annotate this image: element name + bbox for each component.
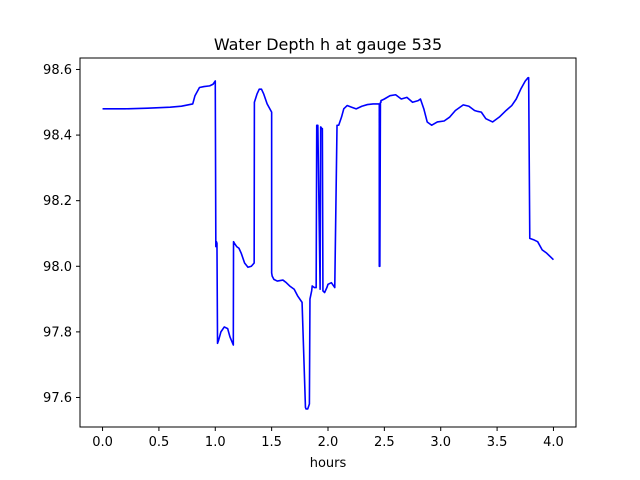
y-tick-label: 97.6 — [43, 391, 72, 406]
x-axis-ticks: 0.0 0.5 1.0 1.5 2.0 2.5 3.0 3.5 4.0 — [92, 427, 564, 450]
series-line-0 — [102, 76, 555, 410]
x-tick-label: 2.5 — [374, 435, 395, 450]
x-tick-label: 3.0 — [430, 435, 451, 450]
plot-frame — [79, 57, 577, 428]
x-tick-label: 4.0 — [543, 435, 564, 450]
y-tick-label: 97.8 — [43, 325, 72, 340]
y-axis-ticks: 97.6 97.8 98.0 98.2 98.4 98.6 — [43, 63, 80, 406]
y-tick-label: 98.4 — [43, 129, 72, 144]
x-tick-label: 0.5 — [149, 435, 170, 450]
chart-title: Water Depth h at gauge 535 — [214, 35, 442, 54]
plot-area — [102, 76, 555, 410]
y-tick-label: 98.0 — [43, 260, 72, 275]
x-axis-label: hours — [310, 456, 347, 471]
x-tick-label: 1.5 — [261, 435, 282, 450]
x-tick-label: 0.0 — [92, 435, 113, 450]
x-tick-label: 2.0 — [318, 435, 339, 450]
x-tick-label: 3.5 — [487, 435, 508, 450]
y-tick-label: 98.6 — [43, 63, 72, 78]
y-tick-label: 98.2 — [43, 194, 72, 209]
x-tick-label: 1.0 — [205, 435, 226, 450]
